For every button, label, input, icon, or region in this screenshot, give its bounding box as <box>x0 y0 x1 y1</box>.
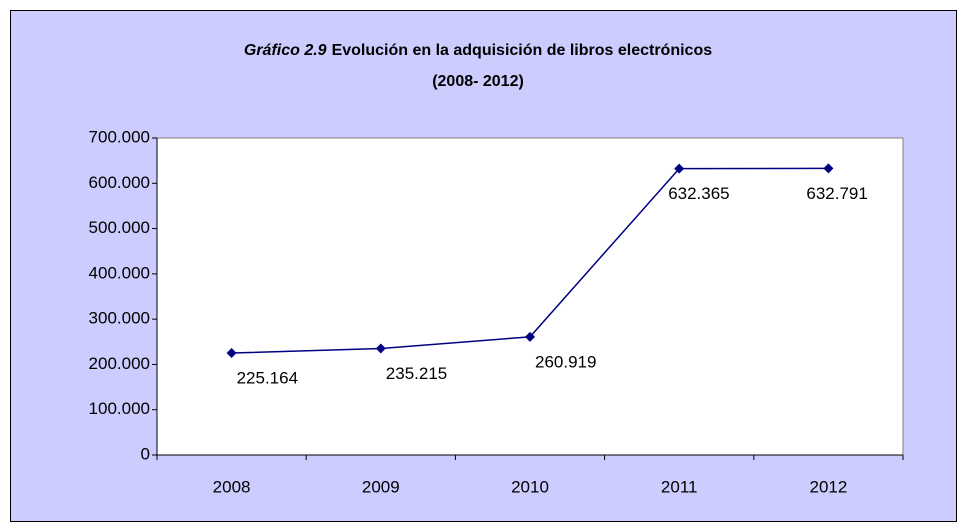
title-label: Gráfico 2.9 <box>244 42 327 59</box>
x-tick-label: 2012 <box>809 477 847 496</box>
chart-subtitle: (2008- 2012) <box>432 73 524 90</box>
y-tick-label: 0 <box>141 444 150 463</box>
data-label: 632.365 <box>668 184 729 203</box>
data-label: 260.919 <box>535 352 596 371</box>
data-point <box>823 163 834 174</box>
data-point <box>226 348 237 359</box>
y-tick-label: 100.000 <box>89 399 150 418</box>
y-tick-label: 600.000 <box>89 173 150 192</box>
data-point <box>375 343 386 354</box>
data-point <box>674 163 685 174</box>
data-label: 632.791 <box>806 184 867 203</box>
y-tick-label: 200.000 <box>89 354 150 373</box>
x-tick-label: 2011 <box>661 477 698 496</box>
title-text: Evolución en la adquisición de libros el… <box>332 42 713 59</box>
data-label: 235.215 <box>386 364 447 383</box>
x-tick-label: 2008 <box>213 477 251 496</box>
chart-title: Gráfico 2.9 Evolución en la adquisición d… <box>244 42 712 59</box>
data-point <box>525 331 535 342</box>
data-label: 225.164 <box>237 369 298 388</box>
y-tick-label: 400.000 <box>89 263 150 282</box>
y-tick-label: 700.000 <box>89 127 150 146</box>
x-tick-label: 2010 <box>511 477 549 496</box>
plot-area <box>156 137 904 456</box>
y-tick-label: 500.000 <box>89 218 150 237</box>
x-tick-label: 2009 <box>362 477 400 496</box>
y-tick-label: 300.000 <box>89 309 150 328</box>
